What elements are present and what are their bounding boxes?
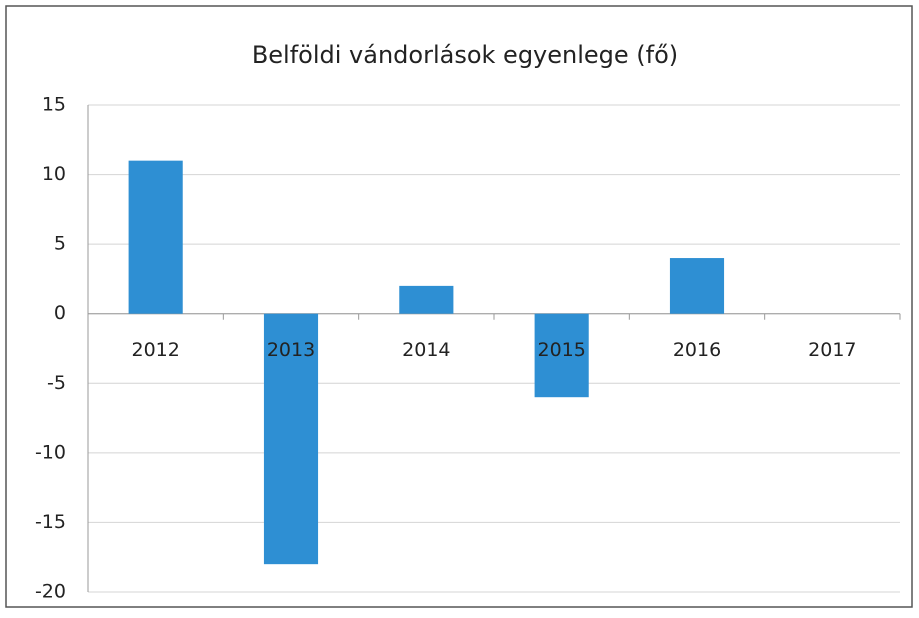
y-tick-label: -10 (35, 441, 66, 463)
x-tick-label: 2014 (402, 339, 450, 361)
bar (399, 285, 454, 314)
x-tick-label: 2017 (808, 339, 856, 361)
x-tick-label: 2013 (267, 339, 315, 361)
y-tick-label: 0 (54, 302, 66, 324)
y-tick-label: -15 (35, 511, 66, 533)
y-tick-label: 10 (42, 163, 66, 185)
chart-title: Belföldi vándorlások egyenlege (fő) (252, 41, 678, 69)
y-tick-label: 5 (54, 233, 66, 255)
bar (128, 160, 183, 314)
x-tick-label: 2015 (537, 339, 585, 361)
y-tick-label: 15 (42, 94, 66, 116)
y-tick-label: -20 (35, 581, 66, 603)
x-tick-label: 2012 (131, 339, 179, 361)
x-tick-label: 2016 (673, 339, 721, 361)
bar (669, 258, 725, 314)
bar (263, 313, 319, 565)
bar (534, 313, 589, 398)
y-tick-label: -5 (47, 372, 66, 394)
